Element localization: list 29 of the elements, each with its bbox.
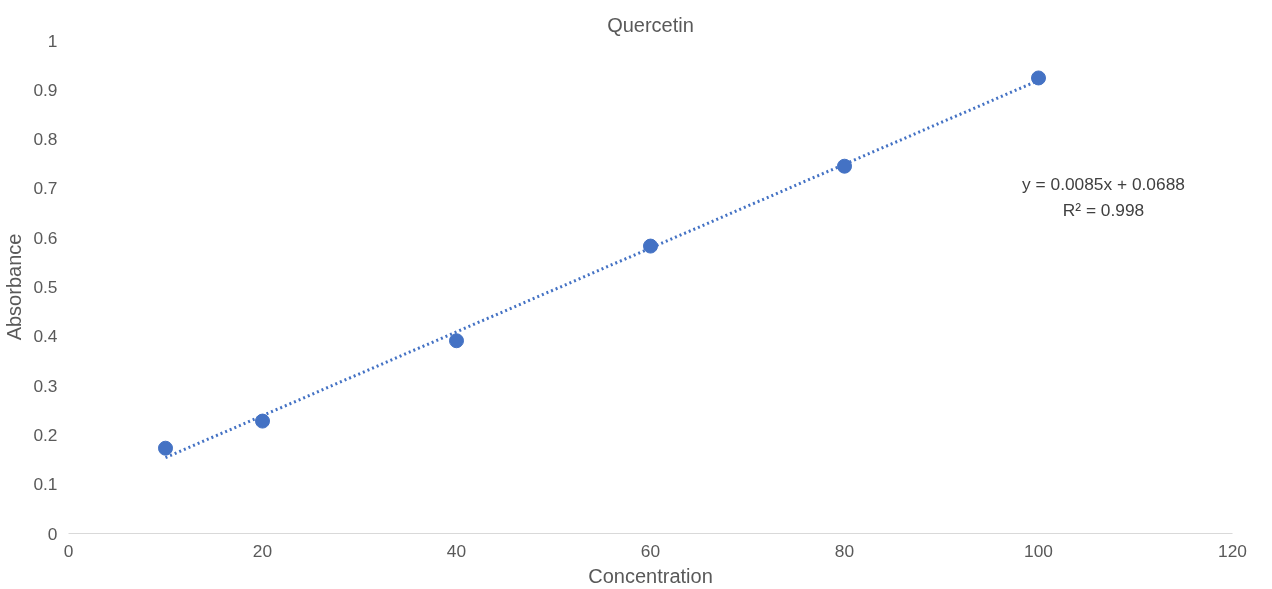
point [643, 238, 658, 254]
y-tick-label: 0.9 [33, 79, 58, 100]
y-tick-label: 0.7 [33, 178, 58, 199]
x-tick-label: 120 [1218, 540, 1247, 561]
y-tick-label: 0.8 [33, 129, 58, 150]
annotation: R² = 0.998 [1062, 199, 1145, 220]
point [255, 413, 270, 429]
x-tick-label: 0 [63, 540, 74, 561]
x-tick-label: 20 [252, 540, 273, 561]
x-tick-label: 80 [834, 540, 855, 561]
point [449, 333, 464, 349]
point [1031, 70, 1046, 86]
y-tick-label: 0.6 [33, 227, 58, 248]
y-tick-label: 0.1 [33, 474, 58, 495]
chart-title: Quercetin [607, 13, 694, 36]
y-tick-label: 0.5 [33, 277, 58, 297]
y-tick-label: 1 [47, 30, 58, 51]
y-axis-title: Absorbance [3, 233, 26, 341]
x-tick-label: 100 [1024, 540, 1053, 561]
y-tick-label: 0.3 [33, 375, 58, 396]
y-tick-label: 0.2 [33, 424, 58, 445]
y-tick-label: 0 [47, 523, 58, 544]
x-axis-title: Concentration [588, 564, 713, 587]
point [158, 440, 173, 456]
annotation: y = 0.0085x + 0.0688 [1022, 173, 1185, 194]
x-tick-label: 60 [640, 540, 661, 561]
point [837, 158, 852, 174]
y-tick-label: 0.4 [33, 326, 58, 347]
x-tick-label: 40 [446, 540, 467, 561]
